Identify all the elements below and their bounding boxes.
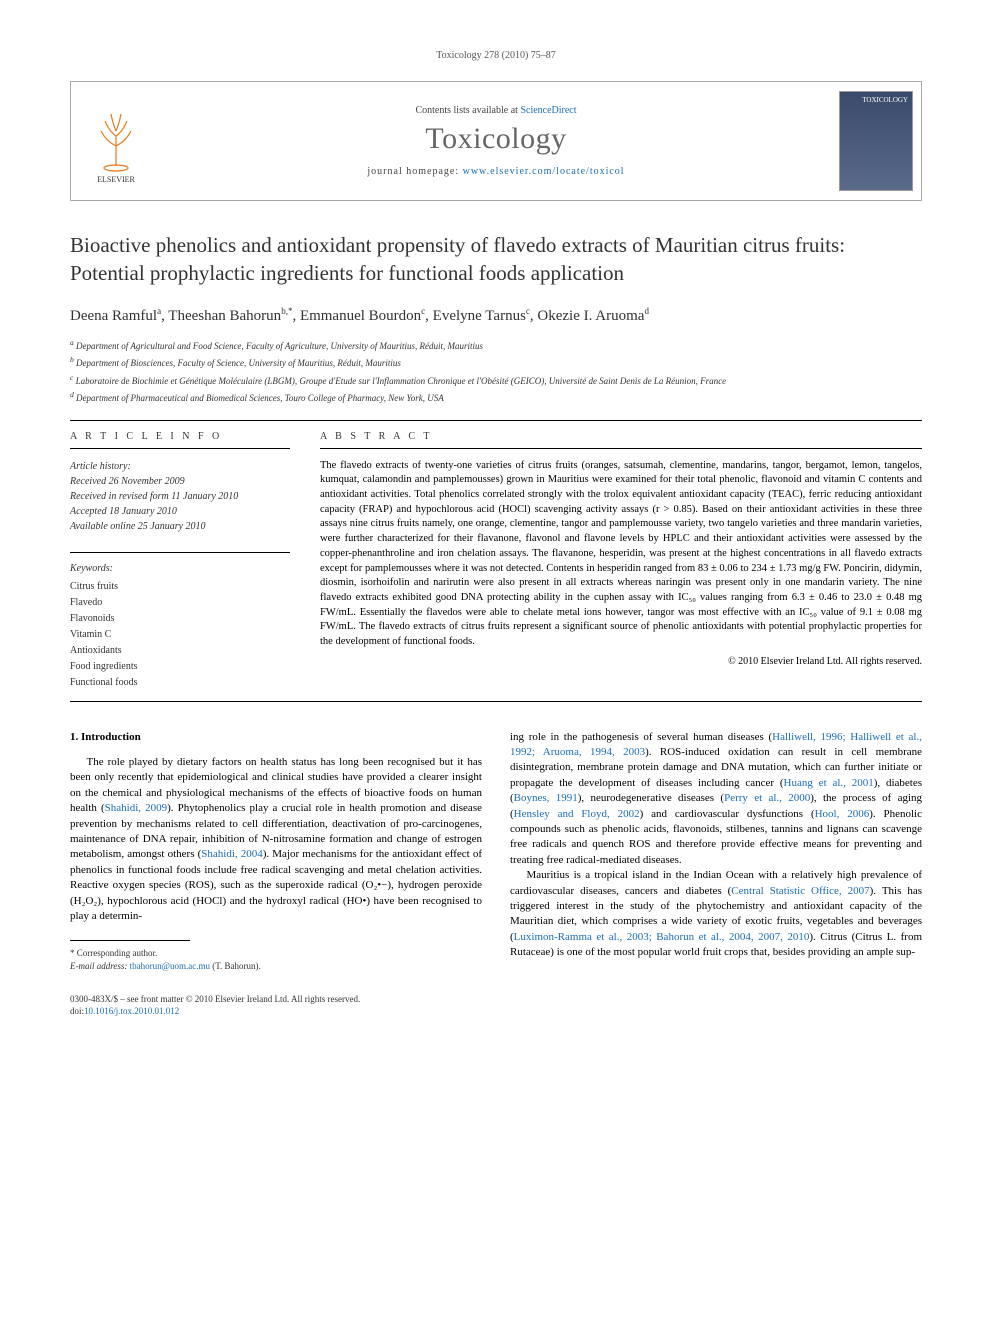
journal-cover: TOXICOLOGY [831, 82, 921, 200]
running-header: Toxicology 278 (2010) 75–87 [70, 50, 922, 61]
publisher-name: ELSEVIER [97, 175, 135, 184]
article-history: Article history: Received 26 November 20… [70, 459, 290, 534]
citation-link[interactable]: Shahidi, 2004 [201, 848, 262, 860]
keywords: Keywords: Citrus fruitsFlavedoFlavonoids… [70, 552, 290, 691]
paragraph: ing role in the pathogenesis of several … [510, 730, 922, 869]
citation-link[interactable]: Perry et al., 2000 [724, 792, 810, 804]
email-link[interactable]: tbahorun@uom.ac.mu [130, 961, 210, 971]
citation-link[interactable]: Hool, 2006 [815, 808, 870, 820]
paragraph: The role played by dietary factors on he… [70, 755, 482, 924]
article-title: Bioactive phenolics and antioxidant prop… [70, 231, 922, 288]
section-heading: 1. Introduction [70, 730, 482, 745]
homepage-link[interactable]: www.elsevier.com/locate/toxicol [463, 166, 625, 177]
citation-link[interactable]: Boynes, 1991 [514, 792, 578, 804]
rule [70, 701, 922, 702]
citation-link[interactable]: Luximon-Ramma et al., 2003; Bahorun et a… [514, 931, 810, 943]
sciencedirect-link[interactable]: ScienceDirect [520, 105, 576, 116]
footnotes: * Corresponding author. E-mail address: … [70, 947, 482, 972]
citation-link[interactable]: Hensley and Floyd, 2002 [514, 808, 640, 820]
body-text: 1. Introduction The role played by dieta… [70, 730, 922, 973]
citation-link[interactable]: Central Statistic Office, 2007 [731, 885, 869, 897]
page-footer: 0300-483X/$ – see front matter © 2010 El… [70, 993, 922, 1018]
authors: Deena Ramfula, Theeshan Bahorunb,*, Emma… [70, 306, 922, 325]
abstract-text: The flavedo extracts of twenty-one varie… [320, 459, 922, 650]
contents-line: Contents lists available at ScienceDirec… [415, 105, 576, 116]
affiliations: a Department of Agricultural and Food Sc… [70, 337, 922, 406]
abstract-label: A B S T R A C T [320, 421, 922, 449]
citation-link[interactable]: Shahidi, 2009 [105, 802, 167, 814]
citation-link[interactable]: Huang et al., 2001 [784, 777, 874, 789]
doi-link[interactable]: 10.1016/j.tox.2010.01.012 [84, 1006, 179, 1016]
journal-masthead: ELSEVIER Contents lists available at Sci… [70, 81, 922, 201]
footnote-separator [70, 940, 190, 941]
journal-name: Toxicology [425, 122, 566, 156]
paragraph: Mauritius is a tropical island in the In… [510, 868, 922, 960]
article-info-label: A R T I C L E I N F O [70, 421, 290, 449]
homepage-line: journal homepage: www.elsevier.com/locat… [367, 166, 624, 177]
publisher-logo: ELSEVIER [71, 82, 161, 200]
copyright: © 2010 Elsevier Ireland Ltd. All rights … [320, 656, 922, 667]
